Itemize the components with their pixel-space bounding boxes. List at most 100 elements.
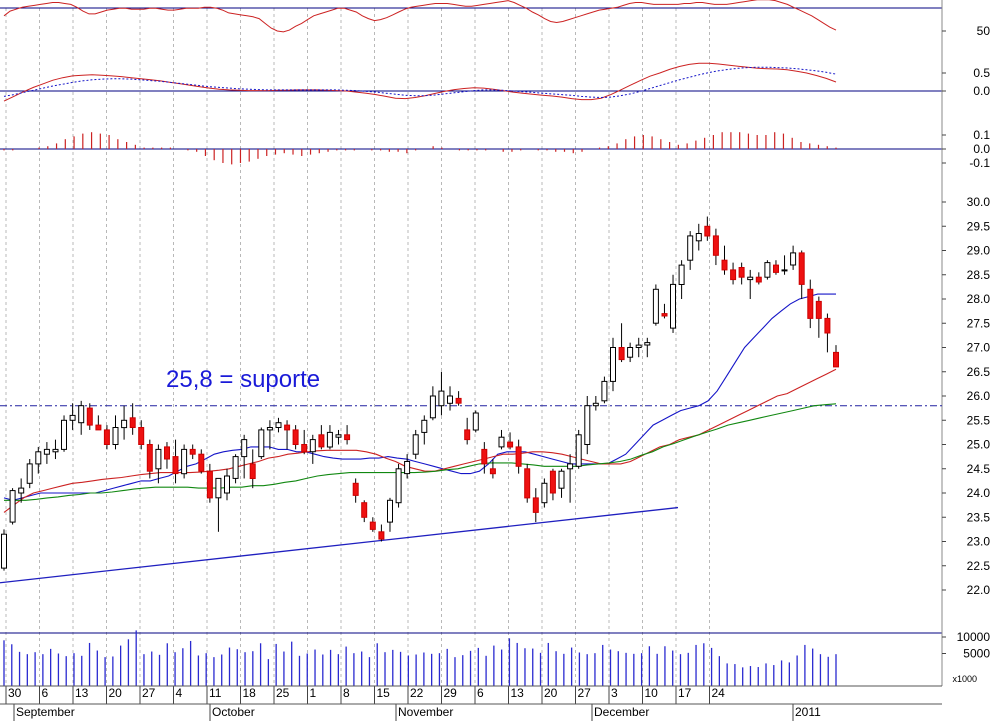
x-tick-label: 10 xyxy=(645,686,659,700)
candle-down xyxy=(361,502,368,518)
price-panel xyxy=(0,216,942,584)
candle-up xyxy=(575,434,582,467)
candle-up xyxy=(181,448,188,475)
x-tick-label: 27 xyxy=(578,686,592,700)
candle-up xyxy=(541,482,548,504)
candle-down xyxy=(352,482,359,496)
candle-down xyxy=(301,444,308,453)
price-y-label: 28.0 xyxy=(967,292,991,306)
price-y-label: 26.0 xyxy=(967,389,991,403)
candle-down xyxy=(807,288,814,319)
oscillator-top-line xyxy=(3,0,837,33)
candle-up xyxy=(678,264,685,286)
oscillator-middle-line xyxy=(3,62,837,102)
candle-up xyxy=(155,448,162,470)
histogram-panel xyxy=(3,132,837,165)
x-tick-label: 11 xyxy=(209,686,222,700)
x-tick-label: 29 xyxy=(444,686,458,700)
volume-y-label: 10000 xyxy=(957,630,991,644)
candle-up xyxy=(309,439,316,453)
candle-down xyxy=(704,225,711,237)
candle-down xyxy=(738,267,745,278)
candle-up xyxy=(644,342,651,346)
candle-down xyxy=(730,269,737,281)
moving-average-red xyxy=(3,368,837,513)
candle-down xyxy=(292,429,299,445)
histogram-y-label: 0.1 xyxy=(973,128,990,142)
candle-down xyxy=(515,446,522,467)
oscillator-top-panel xyxy=(3,0,837,33)
volume-unit-label: x1000 xyxy=(952,674,977,684)
x-tick-label: 20 xyxy=(109,686,123,700)
y-axis-labels: 500.50.00.10.0-0.122.022.523.023.524.024… xyxy=(942,24,990,684)
volume-y-label: 5000 xyxy=(963,647,990,661)
candle-up xyxy=(395,468,402,504)
candle-down xyxy=(489,468,496,475)
candle-down xyxy=(661,313,668,317)
x-tick-label: 15 xyxy=(377,686,391,700)
candle-down xyxy=(318,434,325,448)
candle-up xyxy=(472,412,479,431)
candle-up xyxy=(241,439,248,458)
candle-down xyxy=(549,470,556,494)
price-y-label: 29.0 xyxy=(967,244,991,258)
candle-up xyxy=(404,461,411,475)
trend-line xyxy=(0,506,679,584)
candle-down xyxy=(86,407,93,426)
candle-down xyxy=(189,448,196,455)
candle-up xyxy=(335,434,342,438)
candle-up xyxy=(592,402,599,407)
candle-up xyxy=(387,499,393,523)
candle-up xyxy=(9,490,16,523)
oscillator-middle-y-label: 0.0 xyxy=(973,84,990,98)
candle-down xyxy=(103,429,110,445)
candle-down xyxy=(146,444,153,472)
price-y-label: 27.5 xyxy=(967,316,991,330)
candle-down xyxy=(249,463,256,479)
price-y-label: 26.5 xyxy=(967,365,991,379)
candle-up xyxy=(258,429,265,458)
candle-up xyxy=(266,427,273,431)
candle-up xyxy=(610,347,616,382)
candle-up xyxy=(412,434,419,455)
candle-down xyxy=(206,470,213,499)
price-y-label: 24.0 xyxy=(967,486,991,500)
price-y-label: 22.0 xyxy=(967,583,991,597)
candle-down xyxy=(129,417,136,428)
candle-up xyxy=(652,288,659,324)
candle-down xyxy=(824,317,831,334)
price-y-label: 24.5 xyxy=(967,462,991,476)
x-tick-label: 13 xyxy=(75,686,89,700)
candle-down xyxy=(284,424,291,431)
x-month-label: November xyxy=(398,705,453,719)
candle-down xyxy=(833,351,839,368)
x-tick-label: 17 xyxy=(678,686,692,700)
candle-up xyxy=(224,475,230,494)
histogram-y-label: 0.0 xyxy=(973,142,990,156)
candle-up xyxy=(69,414,76,421)
x-axis: 30 6 13 20 27 4 11 18 25 1 8 15 22 29 6 13 20 27 3 10 17 24Se… xyxy=(0,685,942,721)
price-y-label: 25.0 xyxy=(967,438,991,452)
candle-up xyxy=(35,451,42,465)
candle-down xyxy=(344,434,351,441)
support-annotation: 25,8 = suporte xyxy=(166,366,320,393)
oscillator-top-y-label: 50 xyxy=(977,24,991,38)
candle-down xyxy=(95,424,102,431)
candle-down xyxy=(815,300,822,319)
panel-frames xyxy=(0,0,943,686)
x-tick-label: 25 xyxy=(276,686,290,700)
price-y-label: 22.5 xyxy=(967,559,991,573)
price-y-label: 27.0 xyxy=(967,341,991,355)
candle-up xyxy=(215,477,222,499)
candle-up xyxy=(498,436,505,448)
candle-up xyxy=(429,395,436,419)
candle-down xyxy=(721,259,728,271)
candle-up xyxy=(447,395,453,404)
candle-down xyxy=(712,235,719,256)
candle-up xyxy=(18,487,25,494)
grid-lines xyxy=(5,8,710,686)
candle-up xyxy=(627,347,634,358)
candle-up xyxy=(232,456,239,479)
